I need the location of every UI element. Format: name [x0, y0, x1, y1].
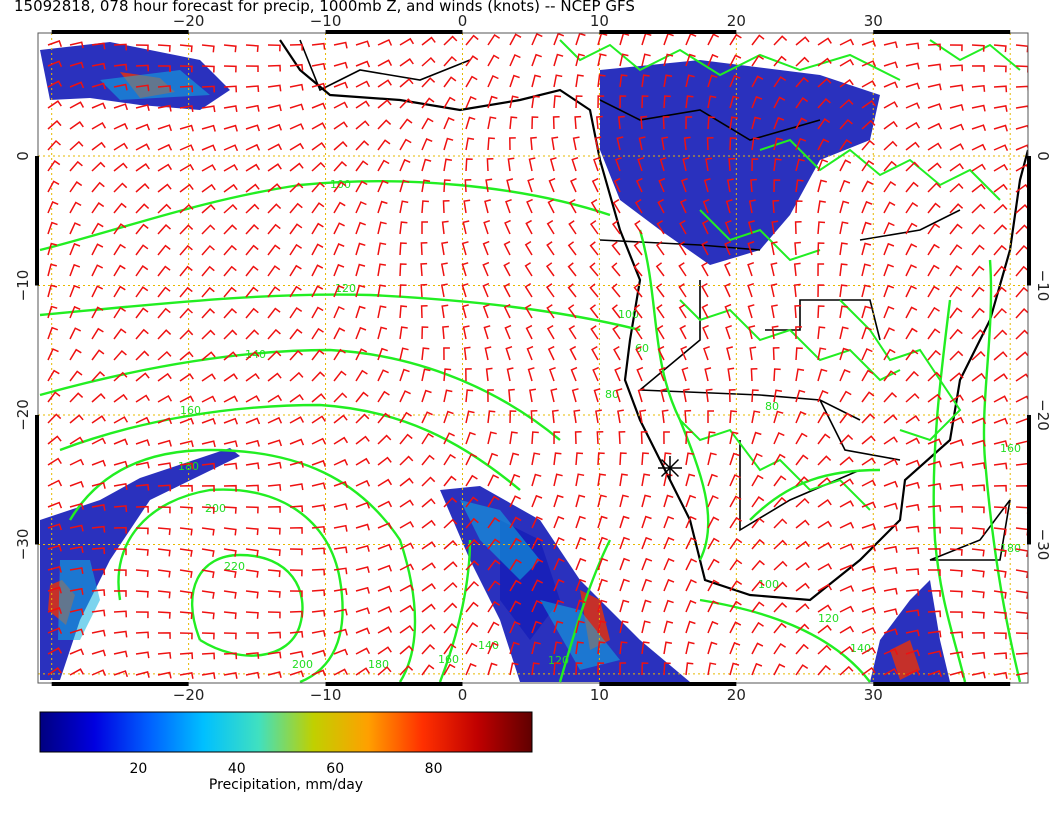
lon-tick-label-top: −20: [173, 12, 205, 30]
contour-label: 100: [758, 578, 779, 591]
contour-label: 160: [180, 404, 201, 417]
precipitation-layer: [40, 42, 950, 682]
lon-tick-label-bottom: −10: [310, 686, 342, 704]
contour-label: 120: [335, 282, 356, 295]
contour-label: 160: [438, 653, 459, 666]
contour-label: 180: [1000, 542, 1021, 555]
lat-tick-label-right: 0: [1034, 151, 1052, 161]
contour-label: 80: [605, 388, 619, 401]
colorbar-tick-label: 60: [326, 761, 344, 777]
contour-label: 100: [330, 178, 351, 191]
lon-tick-label-bottom: −20: [173, 686, 205, 704]
colorbar-tick-label: 20: [129, 761, 147, 777]
contour-label: 80: [765, 400, 779, 413]
contour-label: 120: [818, 612, 839, 625]
contour-label: 140: [245, 348, 266, 361]
graticule: [38, 33, 1028, 683]
lat-tick-label-right: −20: [1034, 399, 1052, 431]
lon-tick-label-bottom: 20: [727, 686, 746, 704]
wind-barbs: [47, 33, 1028, 680]
frame-tick-bars: [35, 30, 1031, 686]
contour-label: 160: [1000, 442, 1021, 455]
contour-label: 200: [292, 658, 313, 671]
lon-tick-label-top: 20: [727, 12, 746, 30]
colorbar-tick-label: 80: [425, 761, 443, 777]
contour-label: 220: [224, 560, 245, 573]
lat-tick-label-left: −30: [14, 529, 32, 561]
colorbar-tick-label: 40: [228, 761, 246, 777]
lon-tick-label-top: 30: [864, 12, 883, 30]
lon-tick-label-bottom: 10: [590, 686, 609, 704]
colorbar-label: Precipitation, mm/day: [209, 777, 363, 793]
contour-label: 180: [178, 460, 199, 473]
colorbar-ramp: [39, 711, 533, 753]
contour-label: 100: [618, 308, 639, 321]
lon-tick-label-top: 0: [458, 12, 468, 30]
geopotential-contours: 100 120 140 160 180 200 220 200 180 160 140 120 100 8…: [39, 39, 1022, 683]
lat-tick-label-left: −20: [14, 399, 32, 431]
station-marker: [658, 456, 682, 480]
lat-tick-label-right: −30: [1034, 529, 1052, 561]
map-frame: [37, 32, 1029, 684]
lat-tick-label-left: 0: [14, 151, 32, 161]
contour-label: 200: [205, 502, 226, 515]
contour-label: 180: [368, 658, 389, 671]
coastlines-borders: [279, 39, 1028, 602]
contour-label: 120: [548, 654, 569, 667]
lon-tick-label-top: 10: [590, 12, 609, 30]
map-title: 15092818, 078 hour forecast for precip, …: [14, 0, 635, 15]
lat-tick-label-right: −10: [1034, 270, 1052, 302]
contour-label: 140: [478, 639, 499, 652]
colorbar-ticks: 20 40 60 80: [129, 761, 442, 777]
lat-tick-label-left: −10: [14, 270, 32, 302]
lon-tick-label-bottom: 0: [458, 686, 468, 704]
lon-tick-label-bottom: 30: [864, 686, 883, 704]
contour-label: 60: [635, 342, 649, 355]
colorbar: 20 40 60 80 Precipitation, mm/day: [39, 711, 533, 793]
contour-label: 140: [850, 642, 871, 655]
lon-tick-label-top: −10: [310, 12, 342, 30]
axis-tick-labels: −20 −20 −10 −10 0 0 10 10 20 20 30 30 0 0 −10 −10 −20 −20…: [14, 12, 1052, 704]
